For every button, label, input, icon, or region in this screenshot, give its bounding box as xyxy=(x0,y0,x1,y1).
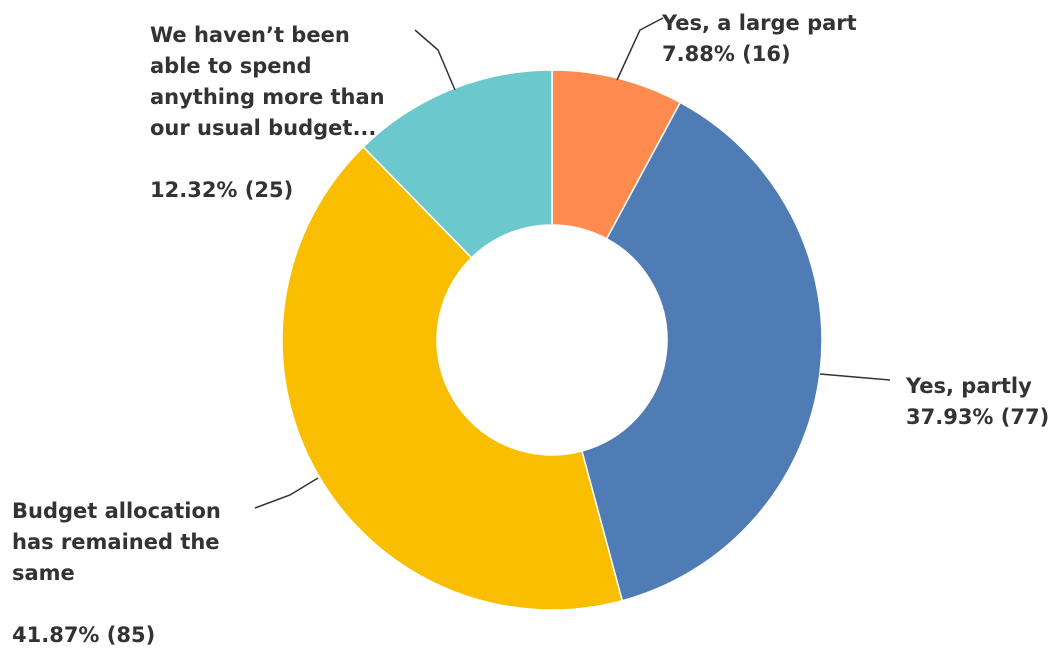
donut-slice-1 xyxy=(581,101,823,602)
slice-label-2-line-0: Budget allocation xyxy=(12,499,221,523)
slice-value-0: 7.88% (16) xyxy=(662,42,791,66)
donut-slice-3 xyxy=(362,69,553,259)
slice-label-2-line-1: has remained the xyxy=(12,530,220,554)
leader-line-1 xyxy=(819,373,891,381)
leader-line-0 xyxy=(616,17,664,81)
slice-value-3: 12.32% (25) xyxy=(150,178,293,202)
slice-label-1-line-0: Yes, partly xyxy=(905,374,1032,398)
donut-slice-2 xyxy=(281,145,624,611)
leader-line-2 xyxy=(254,477,319,509)
slice-value-1: 37.93% (77) xyxy=(906,405,1049,429)
leader-line-3 xyxy=(414,29,456,91)
slice-label-3-line-2: anything more than xyxy=(150,85,385,109)
slice-label-3-line-3: our usual budget... xyxy=(150,116,376,140)
slice-label-3-line-0: We haven’t been xyxy=(150,23,350,47)
slice-label-2-line-2: same xyxy=(12,561,75,585)
slice-label-0-line-0: Yes, a large part xyxy=(661,11,857,35)
slice-value-2: 41.87% (85) xyxy=(12,623,155,647)
slice-label-3-line-1: able to spend xyxy=(150,54,312,78)
